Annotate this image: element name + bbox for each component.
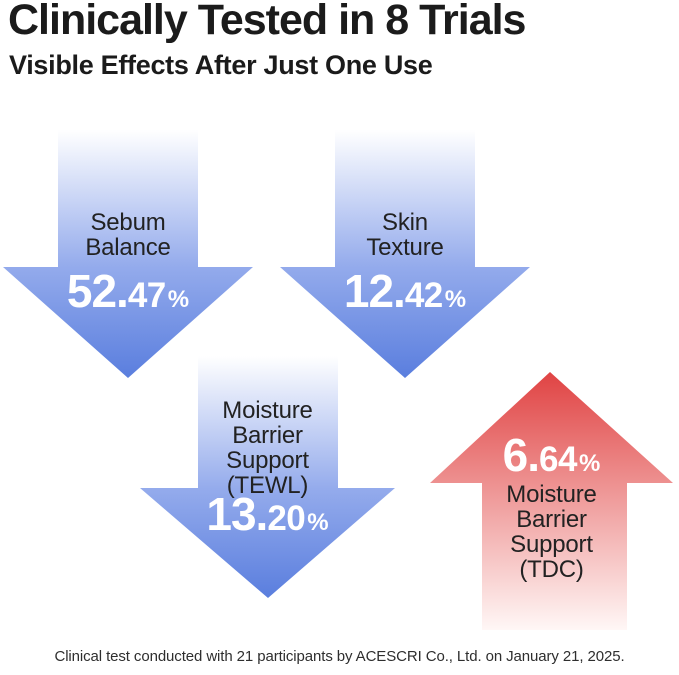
footer-note: Clinical test conducted with 21 particip… bbox=[54, 648, 625, 665]
page-title: Clinically Tested in 8 Trials bbox=[8, 0, 526, 44]
percent-sign: % bbox=[167, 286, 190, 313]
metric-value: 52.47% bbox=[3, 264, 253, 318]
down-arrow-icon bbox=[140, 356, 395, 598]
up-arrow-icon bbox=[430, 372, 673, 630]
percent-sign: % bbox=[444, 286, 467, 313]
metric-arrow-sebum-balance: Sebum Balance 52.47% bbox=[3, 130, 253, 380]
down-arrow-icon bbox=[280, 130, 530, 378]
metric-value-frac: 47 bbox=[127, 276, 166, 315]
metric-value: 12.42% bbox=[280, 264, 530, 318]
metric-value-frac: 20 bbox=[267, 499, 306, 538]
percent-sign: % bbox=[578, 450, 601, 477]
metric-label: Moisture Barrier Support (TDC) bbox=[506, 481, 597, 583]
metric-label: Sebum Balance bbox=[85, 209, 171, 261]
metric-value-main: 12. bbox=[343, 265, 406, 317]
metric-arrow-moisture-barrier-tewl: Moisture Barrier Support (TEWL) 13.20% bbox=[140, 356, 395, 600]
metric-value: 6.64% bbox=[430, 428, 673, 482]
metric-label: Moisture Barrier Support (TEWL) bbox=[222, 397, 313, 499]
metric-arrow-moisture-barrier-tdc: 6.64% Moisture Barrier Support (TDC) bbox=[430, 372, 673, 630]
metric-value-frac: 42 bbox=[404, 276, 443, 315]
page-subtitle: Visible Effects After Just One Use bbox=[9, 50, 433, 80]
metric-arrow-skin-texture: Skin Texture 12.42% bbox=[280, 130, 530, 380]
metric-value-frac: 64 bbox=[539, 440, 577, 479]
metric-value-main: 13. bbox=[206, 488, 268, 540]
metric-value-main: 6. bbox=[502, 429, 540, 481]
metric-value: 13.20% bbox=[140, 487, 395, 541]
metric-value-main: 52. bbox=[66, 265, 129, 317]
down-arrow-icon bbox=[3, 130, 253, 378]
metric-label: Skin Texture bbox=[366, 209, 444, 261]
percent-sign: % bbox=[307, 509, 329, 536]
